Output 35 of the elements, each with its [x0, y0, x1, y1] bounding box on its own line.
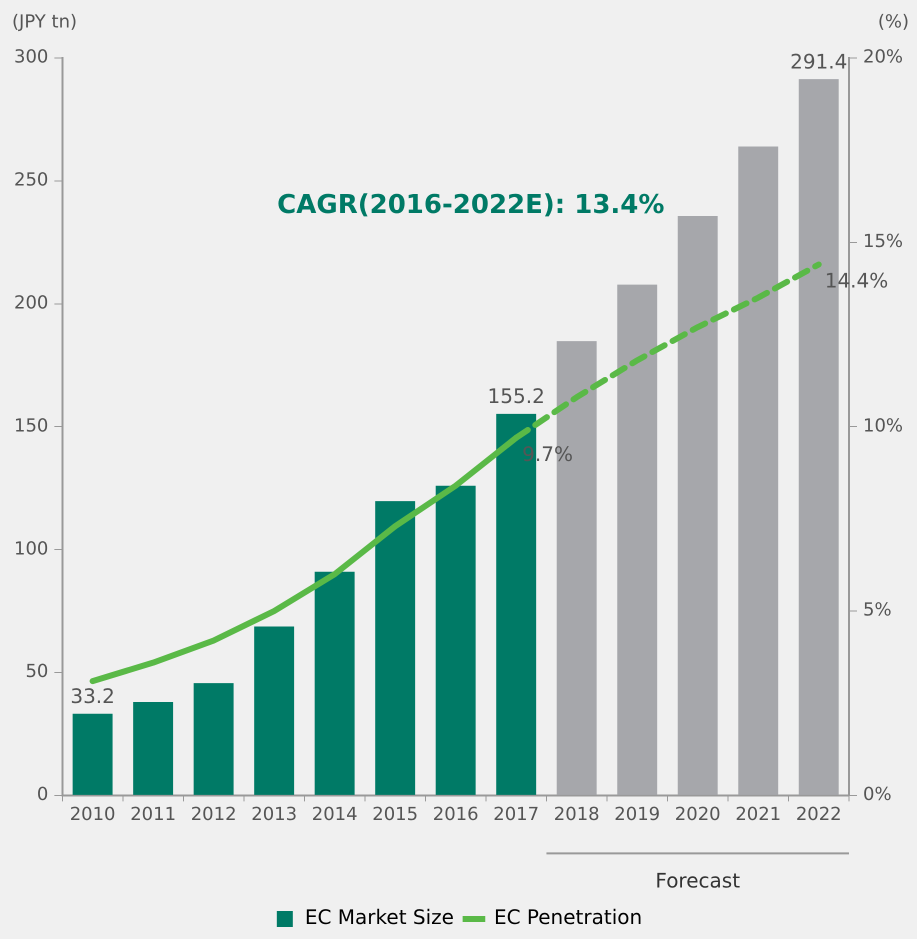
- y-axis-title: (JPY tn): [12, 12, 77, 33]
- y-tick-label: 200: [14, 292, 48, 314]
- x-tick-label: 2014: [312, 804, 358, 825]
- x-tick-label: 2021: [735, 804, 782, 825]
- x-tick-label: 2018: [554, 804, 600, 825]
- x-tick-label: 2010: [70, 804, 116, 825]
- data-label: 155.2: [488, 384, 545, 408]
- x-tick-label: 2016: [432, 804, 479, 825]
- y-tick-label: 50: [25, 661, 48, 682]
- y2-tick-label: 5%: [862, 600, 892, 621]
- legend-label: EC Penetration: [494, 905, 642, 930]
- x-tick-label: 2020: [674, 804, 721, 825]
- x-tick-label: 2017: [493, 804, 540, 825]
- x-tick-label: 2012: [190, 804, 237, 825]
- x-tick-label: 2011: [130, 804, 176, 825]
- annotation: CAGR(2016-2022E): 13.4%: [277, 190, 664, 220]
- x-tick-label: 2019: [614, 804, 660, 825]
- data-label: 9.7%: [522, 442, 573, 466]
- y-tick-label: 300: [14, 46, 48, 68]
- y-tick-label: 150: [14, 415, 48, 436]
- legend-label: EC Market Size: [304, 905, 454, 930]
- y2-tick-label: 15%: [862, 231, 904, 252]
- data-label: 291.4: [790, 49, 848, 74]
- text: Forecast: [655, 868, 740, 893]
- y2-tick-label: 10%: [862, 415, 904, 436]
- x-tick-label: 2022: [796, 804, 842, 825]
- y-tick-label: 250: [14, 170, 48, 191]
- x-tick-label: 2015: [372, 804, 418, 825]
- y2-tick-label: 0%: [862, 784, 892, 806]
- x-tick-label: 2013: [251, 804, 298, 825]
- y-tick-label: 0: [36, 784, 48, 806]
- data-label: 33.2: [70, 684, 115, 708]
- y-tick-label: 100: [14, 538, 48, 560]
- y2-axis-title: (%): [878, 12, 909, 33]
- y2-tick-label: 20%: [862, 46, 904, 68]
